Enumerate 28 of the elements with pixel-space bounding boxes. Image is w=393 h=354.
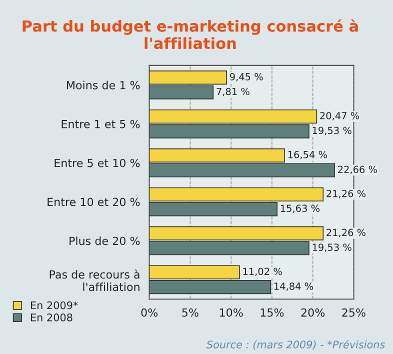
x-tick-label: 25% — [342, 308, 366, 317]
data-label: 19,53 % — [312, 244, 352, 252]
chart-title: Part du budget e-marketing consacré à l'affiliation — [22, 19, 358, 50]
data-label: 14,84 % — [274, 282, 314, 291]
data-label: 21,26 % — [326, 228, 366, 238]
y-tick-label: Moins de 1 % — [66, 80, 140, 90]
x-tick-label: 20% — [301, 308, 325, 317]
y-tick-label: Entre 5 et 10 % — [54, 158, 140, 168]
data-label: 15,63 % — [280, 204, 320, 213]
data-label: 9,45 % — [230, 73, 263, 82]
data-label: 11,02 % — [243, 268, 282, 276]
y-tick-label: Entre 1 et 5 % — [62, 120, 140, 128]
legend-label: En 2009* — [30, 301, 78, 310]
data-label: 7,81 % — [216, 88, 250, 96]
source-note: Source : (mars 2009) - *Prévisions — [206, 340, 385, 350]
data-label: 22,66 % — [338, 166, 377, 174]
x-tick-label: 15% — [260, 308, 284, 317]
data-label: 19,53 % — [312, 126, 352, 136]
y-tick-label: Entre 10 et 20 % — [48, 198, 140, 206]
x-tick-label: 5% — [182, 308, 198, 317]
x-tick-label: 10% — [220, 308, 243, 317]
data-label: 21,26 % — [326, 190, 366, 198]
y-tick-label: Pas de recours à l'affiliation — [50, 270, 140, 292]
data-label: 16,54 % — [288, 150, 327, 160]
data-label: 20,47 % — [320, 112, 360, 120]
x-tick-label: 0% — [141, 308, 158, 317]
legend-label: En 2008 — [30, 313, 72, 322]
y-tick-label: Plus de 20 % — [70, 236, 140, 246]
